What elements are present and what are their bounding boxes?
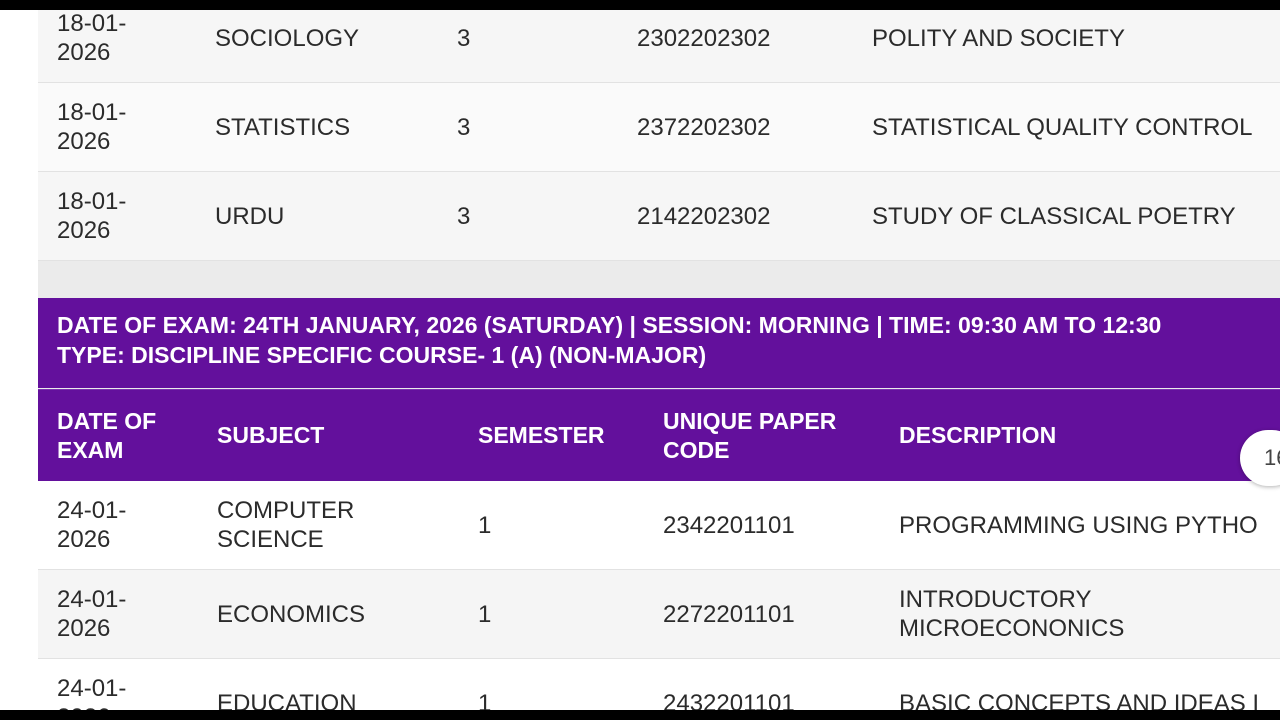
table-cell: 24-01-2026 bbox=[57, 497, 127, 553]
column-header: SUBJECT bbox=[217, 422, 325, 448]
table-cell: STATISTICAL QUALITY CONTROL bbox=[872, 113, 1253, 141]
table-cell: 24-01-2026 bbox=[57, 586, 127, 642]
table-cell: 1 bbox=[478, 689, 492, 717]
table-cell: 18-01-2026 bbox=[57, 188, 127, 244]
table-row: 18-01-2026 SOCIOLOGY 3 2302202302 POLITY AND… bbox=[38, 0, 1280, 83]
column-header: DESCRIPTION bbox=[899, 422, 1057, 448]
table-row: 18-01-2026 STATISTICS 3 2372202302 STATISTIC… bbox=[38, 83, 1280, 172]
table-cell: 18-01-2026 bbox=[57, 10, 127, 66]
table-cell: URDU bbox=[215, 202, 285, 230]
table-row: 24-01-2026 ECONOMICS 1 2272201101 INTRODUCTO… bbox=[38, 570, 1280, 659]
exam-banner: DATE OF EXAM: 24TH JANUARY, 2026 (SATURD… bbox=[38, 298, 1280, 388]
table-cell: 2272201101 bbox=[663, 600, 795, 628]
left-margin bbox=[0, 0, 38, 720]
table-cell: 2372202302 bbox=[637, 113, 771, 141]
table-cell: STATISTICS bbox=[215, 113, 351, 141]
banner-line: DATE OF EXAM: 24TH JANUARY, 2026 (SATURD… bbox=[57, 312, 1162, 338]
table-cell: 18-01-2026 bbox=[57, 99, 127, 155]
table-cell: COMPUTER SCIENCE bbox=[217, 497, 355, 553]
table-cell: POLITY AND SOCIETY bbox=[872, 24, 1125, 52]
table-cell: 2302202302 bbox=[637, 24, 771, 52]
table-cell: 1 bbox=[478, 600, 492, 628]
column-header: DATE OF EXAM bbox=[57, 407, 157, 463]
column-header: UNIQUE PAPER CODE bbox=[663, 407, 837, 463]
table-cell: 2142202302 bbox=[637, 202, 771, 230]
table-cell: STUDY OF CLASSICAL POETRY bbox=[872, 202, 1236, 230]
table-cell: 3 bbox=[457, 24, 471, 52]
table-cell: 3 bbox=[457, 202, 471, 230]
table-cell: 1 bbox=[478, 511, 492, 539]
table-row: 24-01-2026 COMPUTER SCIENCE 1 2342201101 PRO… bbox=[38, 481, 1280, 570]
table-cell: SOCIOLOGY bbox=[215, 24, 360, 52]
table-row: 18-01-2026 URDU 3 2142202302 STUDY OF CLASSI… bbox=[38, 172, 1280, 261]
top-bar bbox=[0, 0, 1280, 10]
table-cell: ECONOMICS bbox=[217, 600, 366, 628]
table-cell: PROGRAMMING USING PYTHO bbox=[899, 511, 1258, 539]
table-cell: 2342201101 bbox=[663, 511, 795, 539]
bottom-bar bbox=[0, 710, 1280, 720]
column-header: SEMESTER bbox=[478, 422, 605, 448]
table-header: DATE OF EXAM SUBJECT SEMESTER UNIQUE PAPER … bbox=[38, 389, 1280, 481]
page-badge[interactable]: 16 bbox=[1240, 430, 1280, 486]
table-cell: 3 bbox=[457, 113, 471, 141]
banner-line: TYPE: DISCIPLINE SPECIFIC COURSE- 1 (A) … bbox=[57, 342, 707, 368]
table-cell: INTRODUCTORY MICROECONONICS bbox=[899, 586, 1125, 642]
